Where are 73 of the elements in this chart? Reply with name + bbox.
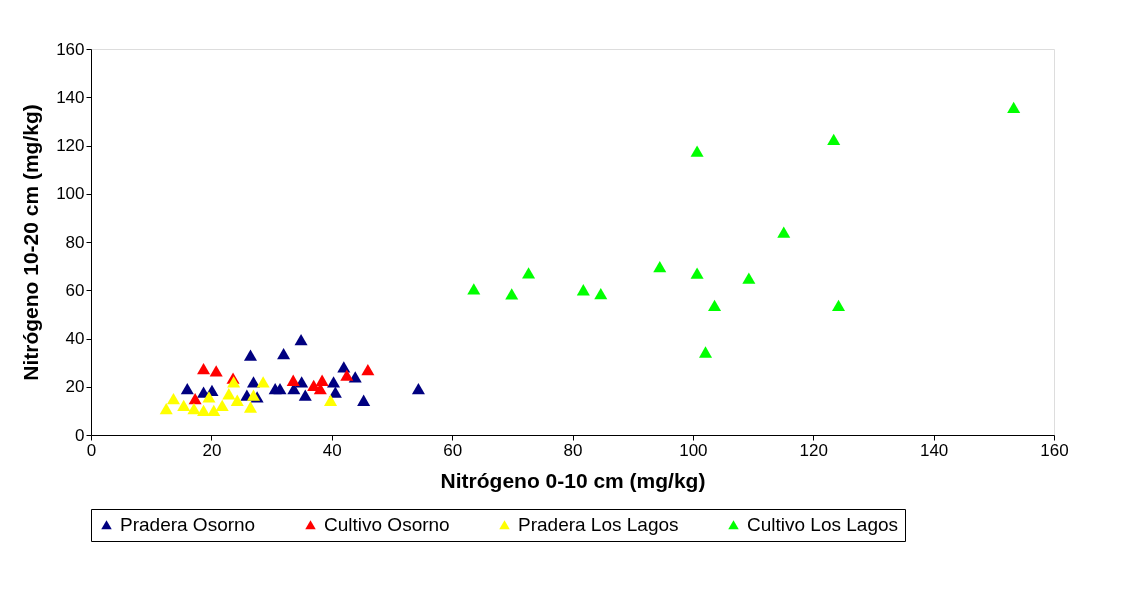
point: [246, 389, 261, 401]
point: [188, 392, 202, 405]
y-tick-label: 40: [65, 329, 85, 348]
y-tick-label: 20: [65, 377, 85, 397]
point: [467, 283, 481, 295]
x-axis-title: Nitrógeno 0-10 cm (mg/kg): [440, 468, 706, 492]
x-tick-label: 140: [919, 440, 949, 460]
x-tick-label: 160: [1040, 440, 1069, 460]
x-tick-label: 40: [322, 440, 342, 460]
point: [328, 386, 342, 398]
point: [159, 403, 173, 415]
x-tick-label: 120: [799, 440, 828, 460]
point: [227, 376, 241, 388]
point: [286, 374, 300, 386]
point: [1007, 101, 1021, 114]
point: [222, 388, 236, 400]
point: [708, 299, 722, 312]
y-tick-label: 140: [56, 87, 85, 107]
y-axis-title: Nitrógeno 10-20 cm (mg/kg): [19, 104, 43, 381]
y-tick-label: 120: [56, 136, 85, 155]
point: [197, 404, 211, 417]
point: [166, 392, 180, 405]
point: [327, 376, 341, 388]
point: [594, 287, 608, 300]
point: [256, 376, 270, 388]
legend-label: Pradera Osorno: [120, 513, 256, 535]
point: [243, 401, 258, 413]
point: [209, 365, 223, 377]
point: [742, 272, 756, 284]
point: [243, 349, 258, 361]
legend-label: Pradera Los Lagos: [518, 513, 679, 535]
point: [207, 404, 221, 417]
point: [690, 145, 704, 157]
point: [202, 391, 216, 403]
y-tick-label: 0: [75, 425, 85, 445]
point: [277, 348, 291, 360]
legend-label: Cultivo Osorno: [324, 513, 450, 535]
point: [177, 399, 191, 411]
y-tick-label: 60: [65, 280, 85, 300]
x-tick-label: 60: [443, 440, 463, 460]
point: [230, 394, 244, 406]
point: [522, 267, 536, 279]
x-tick-label: 20: [202, 440, 222, 460]
point: [295, 376, 309, 388]
point: [246, 376, 261, 388]
point: [324, 394, 338, 406]
point: [180, 383, 194, 395]
y-tick-label: 160: [56, 39, 85, 59]
point: [361, 363, 375, 376]
x-tick-label: 100: [679, 440, 708, 460]
point: [197, 363, 211, 375]
point: [505, 288, 519, 300]
point: [273, 383, 287, 395]
point: [827, 133, 841, 146]
point: [699, 346, 713, 358]
x-tick-label: 80: [563, 440, 583, 460]
point: [411, 383, 425, 395]
point: [777, 226, 791, 238]
y-tick-label: 80: [65, 232, 85, 252]
point: [340, 369, 354, 381]
point: [187, 403, 201, 415]
y-tick-label: 100: [56, 184, 85, 204]
legend-label: Cultivo Los Lagos: [747, 513, 899, 535]
point: [832, 299, 846, 312]
point: [653, 260, 667, 273]
point: [348, 371, 362, 383]
point: [690, 267, 704, 279]
point: [357, 394, 371, 406]
point: [315, 374, 329, 386]
point: [298, 389, 312, 401]
point: [576, 284, 590, 296]
point: [215, 399, 229, 411]
point: [294, 334, 308, 346]
